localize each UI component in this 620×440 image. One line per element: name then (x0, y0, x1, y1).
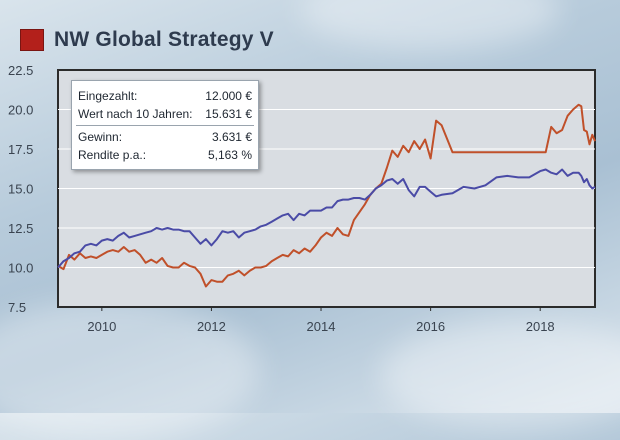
x-tick-label: 2010 (87, 319, 116, 334)
y-tick-label: 10.0 (8, 261, 33, 276)
info-box: Eingezahlt: 12.000 € Wert nach 10 Jahren… (71, 80, 259, 170)
x-tick-label: 2018 (526, 319, 555, 334)
y-tick-label: 12.5 (8, 221, 33, 236)
info-value: 5,163 % (208, 147, 252, 163)
info-row-paid: Eingezahlt: 12.000 € (78, 88, 252, 104)
info-value: 3.631 € (212, 129, 252, 145)
y-tick-label: 20.0 (8, 103, 33, 118)
y-tick-label: 7.5 (8, 300, 26, 315)
x-tick-label: 2016 (416, 319, 445, 334)
info-row-return: Rendite p.a.: 5,163 % (78, 147, 252, 163)
info-label: Wert nach 10 Jahren: (78, 106, 193, 122)
info-label: Rendite p.a.: (78, 147, 146, 163)
info-label: Eingezahlt: (78, 88, 137, 104)
info-value: 15.631 € (205, 106, 252, 122)
info-row-gain: Gewinn: 3.631 € (78, 129, 252, 145)
line-chart: 7.5 10.0 12.5 15.0 17.5 20.0 22.5 2010 2012 2014 2… (0, 0, 620, 413)
y-tick-label: 17.5 (8, 142, 33, 157)
x-tick-label: 2012 (197, 319, 226, 334)
info-label: Gewinn: (78, 129, 122, 145)
info-row-value: Wert nach 10 Jahren: 15.631 € (78, 106, 252, 122)
x-tick-label: 2014 (307, 319, 336, 334)
info-value: 12.000 € (205, 88, 252, 104)
info-divider (76, 125, 254, 126)
y-tick-label: 22.5 (8, 63, 33, 78)
y-tick-label: 15.0 (8, 182, 33, 197)
